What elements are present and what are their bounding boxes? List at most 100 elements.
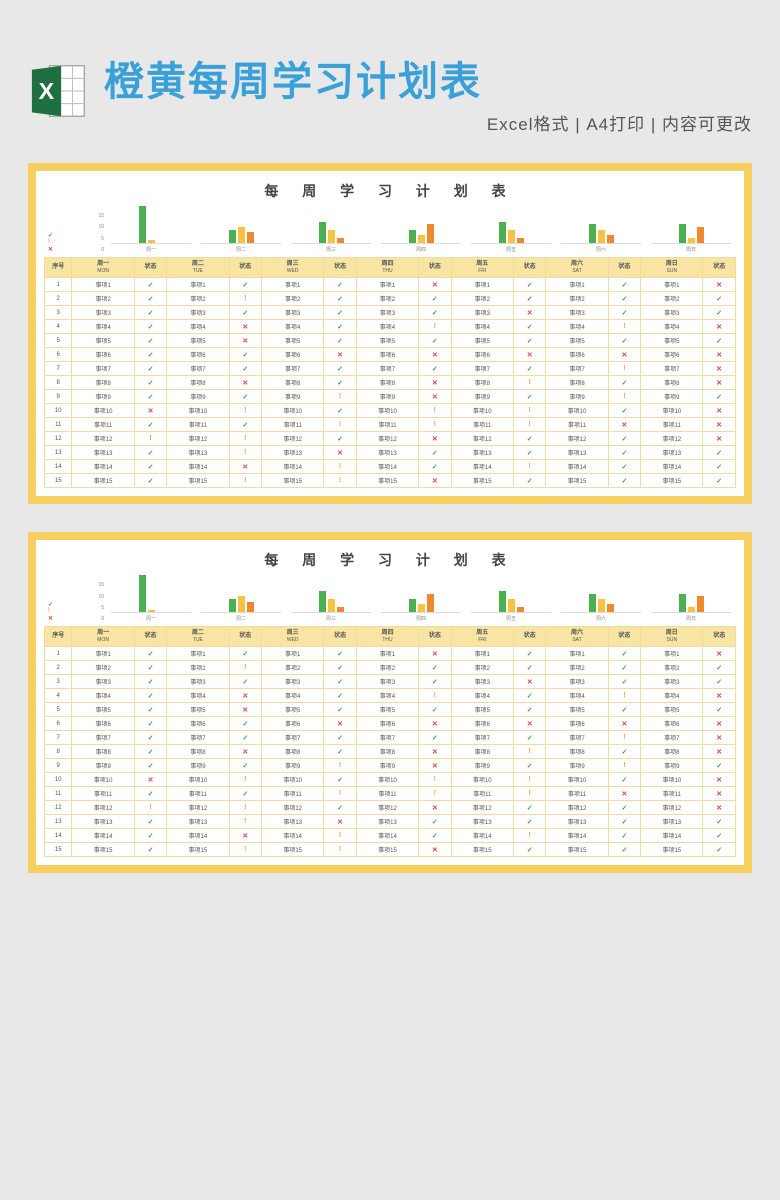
cell-status: ! <box>134 801 166 815</box>
status-icon: ✕ <box>716 408 722 415</box>
cell-num: 15 <box>45 843 72 857</box>
status-icon: ✕ <box>148 777 154 784</box>
cell-status: ✓ <box>419 362 451 376</box>
cell-task: 事项2 <box>262 661 324 675</box>
chart-bar <box>589 224 596 243</box>
cell-status: ✓ <box>513 815 545 829</box>
cell-task: 事项1 <box>641 647 703 661</box>
cell-task: 事项6 <box>451 348 513 362</box>
chart-bar <box>247 232 254 243</box>
table-row: 11事项11✓事项11✓事项11!事项11!事项11!事项11✕事项11✕ <box>45 787 736 801</box>
col-header-day: 周一MON <box>72 627 134 647</box>
status-icon: ✕ <box>716 777 722 784</box>
status-icon: ✓ <box>337 735 343 742</box>
cell-task: 事项10 <box>167 773 229 787</box>
cell-task: 事项5 <box>451 334 513 348</box>
cell-status: ✓ <box>703 703 736 717</box>
cell-task: 事项14 <box>72 460 134 474</box>
cell-status: ✕ <box>229 689 261 703</box>
cell-task: 事项2 <box>262 292 324 306</box>
chart-bar <box>598 230 605 243</box>
cell-status: ✓ <box>608 801 640 815</box>
cell-num: 8 <box>45 376 72 390</box>
cell-task: 事项14 <box>451 460 513 474</box>
status-icon: ✓ <box>148 679 154 686</box>
status-icon: ! <box>623 393 625 400</box>
cell-status: ✓ <box>134 717 166 731</box>
cell-task: 事项2 <box>451 292 513 306</box>
cell-status: ✓ <box>608 829 640 843</box>
cell-status: ✕ <box>134 773 166 787</box>
chart-bar <box>499 591 506 612</box>
cell-status: ✓ <box>134 460 166 474</box>
status-icon: ! <box>244 295 246 302</box>
status-icon: ✕ <box>432 282 438 289</box>
cell-task: 事项12 <box>546 432 608 446</box>
cell-status: ✓ <box>324 801 356 815</box>
chart-day-group: 周日 <box>651 573 731 622</box>
status-icon: ✓ <box>716 478 722 485</box>
status-icon: ✓ <box>242 721 248 728</box>
cell-status: ✓ <box>608 843 640 857</box>
cell-task: 事项5 <box>641 703 703 717</box>
chart-day-label: 周六 <box>596 246 606 253</box>
status-icon: ✓ <box>527 805 533 812</box>
cell-task: 事项10 <box>641 773 703 787</box>
cell-status: ✓ <box>513 320 545 334</box>
table-row: 9事项9✓事项9✓事项9!事项9✕事项9✓事项9!事项9✓ <box>45 759 736 773</box>
status-icon: ✕ <box>716 805 722 812</box>
cell-status: ✓ <box>324 292 356 306</box>
table-row: 7事项7✓事项7✓事项7✓事项7✓事项7✓事项7!事项7✕ <box>45 362 736 376</box>
cell-task: 事项6 <box>167 348 229 362</box>
cell-status: ! <box>419 787 451 801</box>
cell-num: 10 <box>45 773 72 787</box>
status-icon: ✓ <box>621 478 627 485</box>
cell-task: 事项2 <box>451 661 513 675</box>
status-icon: ✓ <box>621 805 627 812</box>
cell-task: 事项13 <box>167 446 229 460</box>
status-icon: ✓ <box>337 707 343 714</box>
status-icon: ✓ <box>337 338 343 345</box>
col-header-day: 周一MON <box>72 258 134 278</box>
cell-task: 事项11 <box>356 787 418 801</box>
status-icon: ✓ <box>716 296 722 303</box>
status-icon: ✓ <box>148 338 154 345</box>
cell-task: 事项13 <box>356 815 418 829</box>
cell-task: 事项13 <box>451 815 513 829</box>
chart-bar <box>688 238 695 243</box>
cell-status: ✕ <box>419 348 451 362</box>
cell-status: ✓ <box>134 446 166 460</box>
status-icon: ✓ <box>242 282 248 289</box>
cell-status: ✓ <box>513 446 545 460</box>
status-icon: ✓ <box>527 707 533 714</box>
chart-day-group: 周六 <box>561 573 641 622</box>
chart-bar <box>238 227 245 243</box>
cell-task: 事项12 <box>451 432 513 446</box>
cell-task: 事项7 <box>641 362 703 376</box>
cell-status: ✓ <box>513 474 545 488</box>
col-header-status: 状态 <box>134 258 166 278</box>
cell-status: ! <box>229 292 261 306</box>
cell-status: ! <box>324 390 356 404</box>
cell-task: 事项1 <box>356 278 418 292</box>
status-icon: ✓ <box>432 310 438 317</box>
cell-task: 事项13 <box>262 815 324 829</box>
cell-task: 事项1 <box>451 647 513 661</box>
status-icon: ✕ <box>432 352 438 359</box>
cell-status: ✓ <box>419 334 451 348</box>
status-icon: ✕ <box>621 721 627 728</box>
cell-status: ✓ <box>419 815 451 829</box>
cell-status: ✓ <box>134 362 166 376</box>
summary-chart: ✓!✕151050周一周二周三周四周五周六周日 <box>44 205 736 253</box>
status-icon: ✓ <box>716 394 722 401</box>
page-subtitle: Excel格式 | A4打印 | 内容可更改 <box>104 110 752 135</box>
chart-day-group: 周二 <box>201 204 281 253</box>
excel-icon: X <box>28 60 90 122</box>
cell-task: 事项6 <box>451 717 513 731</box>
cell-status: ✓ <box>513 843 545 857</box>
cell-task: 事项15 <box>356 474 418 488</box>
cell-task: 事项9 <box>451 390 513 404</box>
page-title: 橙黄每周学习计划表 <box>104 60 752 104</box>
chart-yaxis: 151050 <box>92 213 106 253</box>
cell-task: 事项15 <box>451 474 513 488</box>
